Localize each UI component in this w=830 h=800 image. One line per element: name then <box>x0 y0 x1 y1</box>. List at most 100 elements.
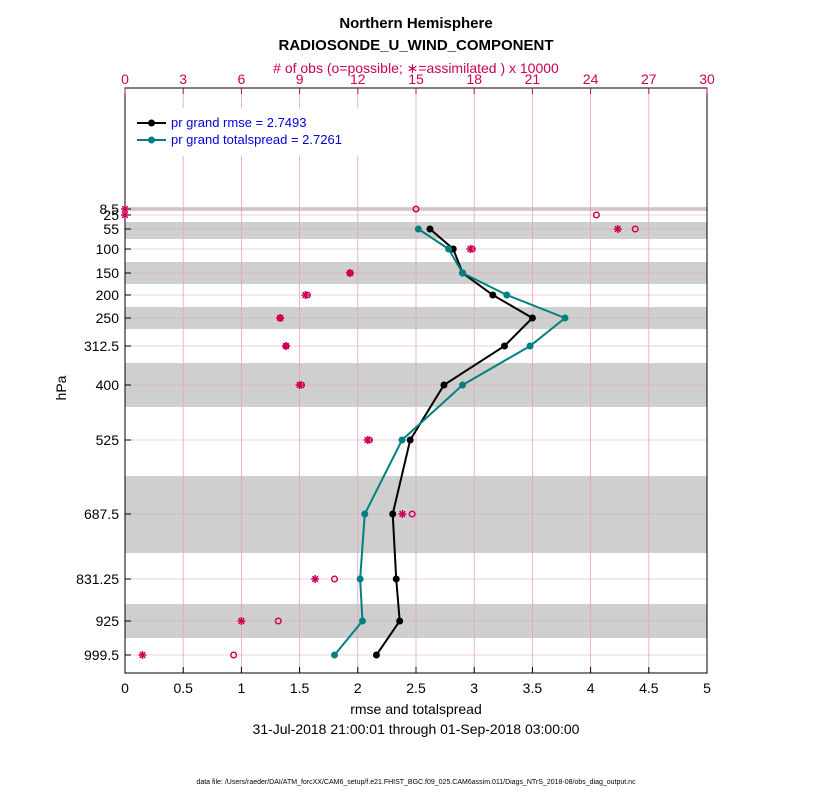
obs-assimilated-marker <box>282 342 291 350</box>
totalspread-point <box>445 245 453 253</box>
rmse-point <box>500 342 508 350</box>
line-series <box>331 225 569 659</box>
rmse-point <box>392 575 400 583</box>
y-tick-label: 150 <box>96 265 120 281</box>
obs-assimilated-marker <box>121 205 129 213</box>
totalspread-point <box>398 436 406 444</box>
chart-title: Northern Hemisphere <box>339 15 492 32</box>
bottom-tick-label: 0 <box>121 680 129 696</box>
asterisk-stroke <box>282 342 290 350</box>
y-tick-label: 25 <box>103 207 119 223</box>
obs-assimilated-marker <box>295 381 304 389</box>
top-axis-label: # of obs (o=possible; ∗=assimilated ) x … <box>273 60 559 76</box>
grid-lines <box>125 88 707 673</box>
bottom-tick-label: 2.5 <box>406 680 426 696</box>
asterisk-stroke <box>466 245 474 253</box>
top-tick-label: 12 <box>350 71 366 87</box>
legend-label-spread: pr grand totalspread = 2.7261 <box>171 132 342 147</box>
rmse-point <box>426 225 434 233</box>
totalspread-point <box>361 510 369 518</box>
obs-assimilated-marker <box>466 245 475 253</box>
y-tick-label: 400 <box>96 377 120 393</box>
obs-assimilated-marker <box>276 314 285 322</box>
bottom-tick-label: 3.5 <box>523 680 543 696</box>
obs-assimilated-marker <box>237 617 246 625</box>
bottom-tick-label: 1 <box>238 680 246 696</box>
rmse-point <box>440 381 448 389</box>
asterisk-stroke <box>399 510 406 518</box>
rmse-point <box>489 291 497 299</box>
footer-data-file: data file: /Users/raeder/DAI/ATM_forcXX/… <box>196 779 636 786</box>
totalspread-point <box>526 342 534 350</box>
obs-possible-marker <box>330 575 339 583</box>
legend: pr grand rmse = 2.7493 pr grand totalspr… <box>127 108 372 156</box>
y-tick-label: 100 <box>96 241 120 257</box>
bottom-tick-label: 2 <box>354 680 362 696</box>
y-axis-label: hPa <box>53 375 69 400</box>
obs-assimilated-marker <box>301 291 310 299</box>
asterisk-stroke <box>238 617 245 625</box>
top-tick-label: 24 <box>583 71 599 87</box>
totalspread-point <box>459 269 467 277</box>
y-tick-label: 687.5 <box>84 506 119 522</box>
asterisk-stroke <box>311 575 319 583</box>
top-x-axis: 0 3 6 9 12 15 18 21 24 27 30 <box>121 71 715 94</box>
legend-marker-spread <box>148 136 155 144</box>
obs-assimilated-marker <box>398 510 407 518</box>
y-tick-label: 200 <box>96 287 120 303</box>
obs-possible-marker <box>274 617 282 625</box>
asterisk-stroke <box>121 211 129 219</box>
asterisk-stroke <box>364 436 371 444</box>
y-tick-label: 831.25 <box>76 571 119 587</box>
top-tick-label: 18 <box>466 71 482 87</box>
bottom-tick-label: 5 <box>703 680 711 696</box>
rmse-point <box>389 510 397 518</box>
rmse-point <box>372 651 380 659</box>
totalspread-point <box>358 617 366 625</box>
asterisk-stroke <box>614 225 622 233</box>
totalspread-point <box>561 314 569 322</box>
y-tick-label: 8.5 <box>100 201 120 217</box>
obs-assimilated-marker <box>138 651 147 659</box>
asterisk-stroke <box>296 381 303 389</box>
totalspread-line <box>333 228 567 656</box>
bottom-tick-label: 4 <box>587 680 595 696</box>
top-tick-label: 6 <box>238 71 246 87</box>
obs-assimilated-series <box>121 205 622 659</box>
legend-label-rmse: pr grand rmse = 2.7493 <box>171 115 307 130</box>
asterisk-stroke <box>121 205 129 213</box>
obs-possible-marker <box>408 510 416 518</box>
totalspread-point <box>356 575 364 583</box>
bottom-x-axis: 0 0.5 1 1.5 2 2.5 3 3.5 4 4.5 5 <box>121 667 711 696</box>
bottom-tick-label: 3 <box>470 680 478 696</box>
obs-possible-marker <box>230 651 238 659</box>
y-tick-label: 250 <box>96 310 120 326</box>
top-tick-label: 27 <box>641 71 657 87</box>
y-tick-label: 312.5 <box>84 338 119 354</box>
rmse-point <box>528 314 536 322</box>
y-tick-label: 525 <box>96 432 120 448</box>
totalspread-point <box>414 225 422 233</box>
top-tick-label: 30 <box>699 71 715 87</box>
legend-box <box>127 108 372 156</box>
bottom-tick-label: 0.5 <box>173 680 193 696</box>
top-tick-label: 21 <box>525 71 541 87</box>
asterisk-stroke <box>302 291 309 299</box>
date-range: 31-Jul-2018 21:00:01 through 01-Sep-2018… <box>253 721 580 737</box>
totalspread-point <box>459 381 467 389</box>
chart-subtitle: RADIOSONDE_U_WIND_COMPONENT <box>278 37 553 54</box>
asterisk-stroke <box>276 314 284 322</box>
x-axis-label: rmse and totalspread <box>350 701 482 717</box>
asterisk-stroke <box>139 651 146 659</box>
obs-possible-marker <box>631 225 639 233</box>
top-tick-label: 0 <box>121 71 129 87</box>
top-tick-label: 3 <box>179 71 187 87</box>
obs-assimilated-marker <box>346 269 355 277</box>
obs-assimilated-marker <box>613 225 622 233</box>
obs-assimilated-marker <box>121 211 129 219</box>
asterisk-stroke <box>346 269 354 277</box>
bottom-tick-label: 1.5 <box>290 680 310 696</box>
y-tick-label: 925 <box>96 613 120 629</box>
